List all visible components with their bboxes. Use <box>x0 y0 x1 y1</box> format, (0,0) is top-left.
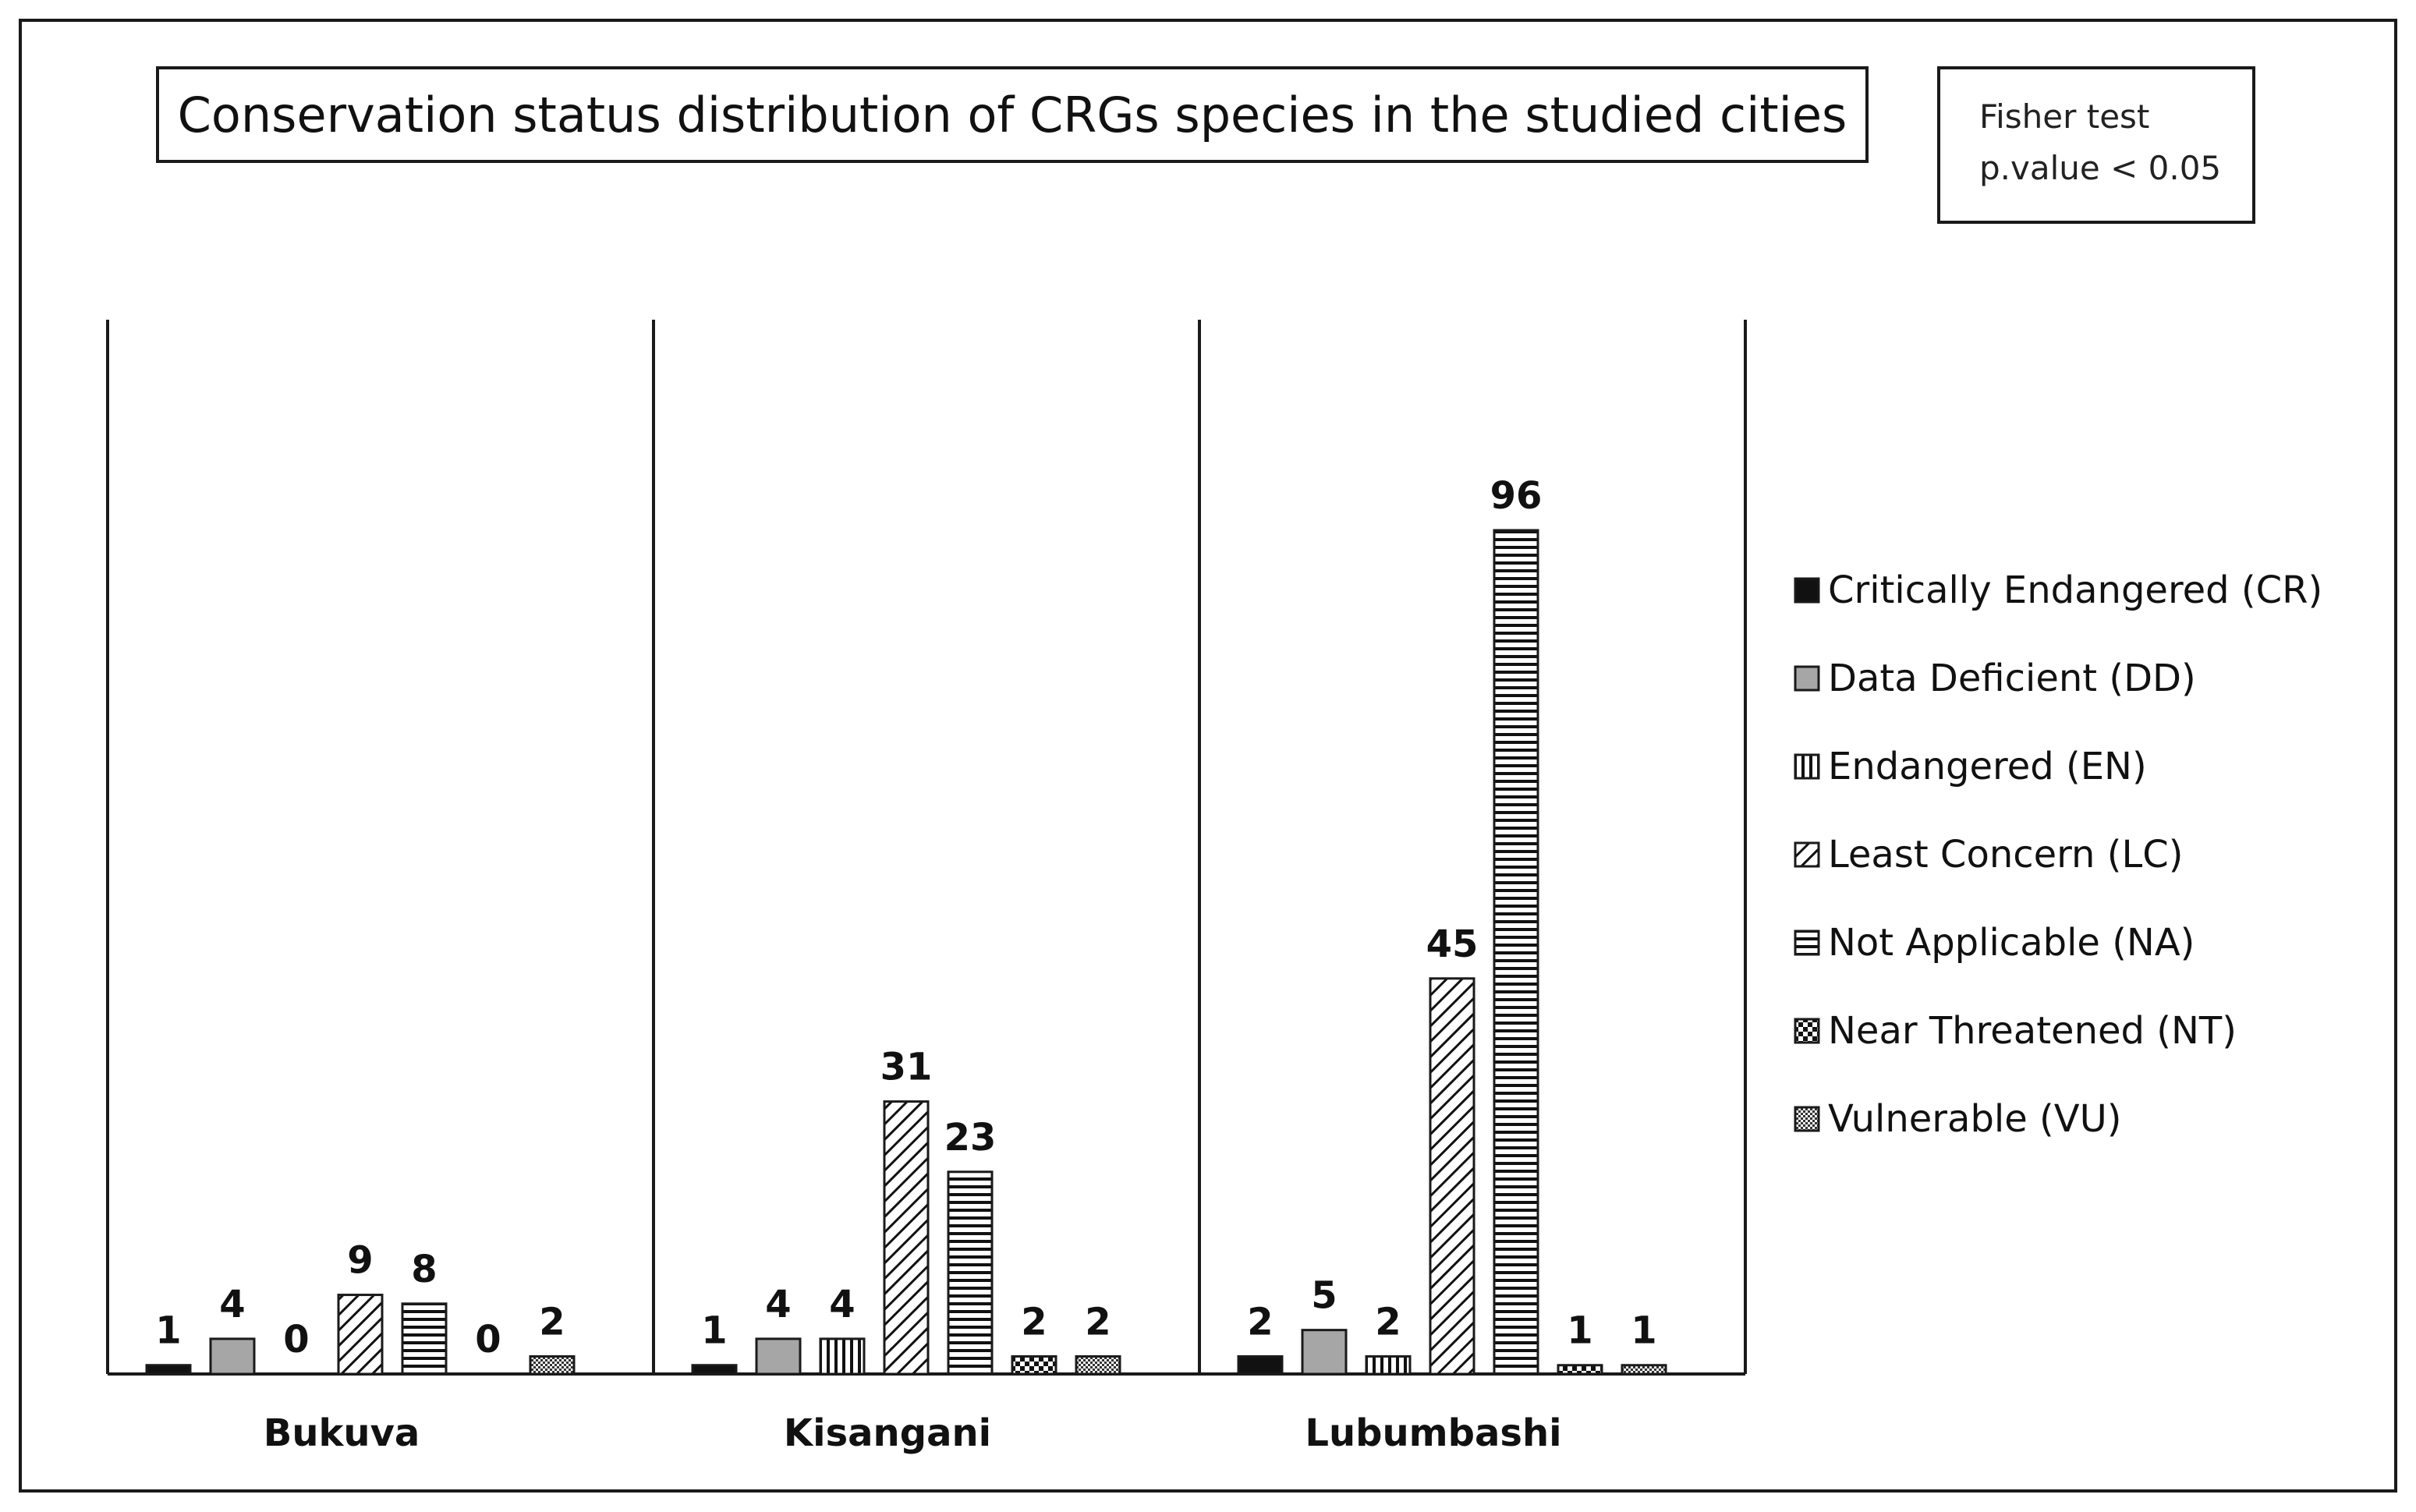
bar-lubumbashi-2 <box>1365 1354 1412 1376</box>
bar-lubumbashi-3 <box>1429 977 1475 1376</box>
chart-title: Conservation status distribution of CRGs… <box>177 86 1847 143</box>
legend-label: Vulnerable (VU) <box>1828 1096 2122 1141</box>
legend-label: Near Threatened (NT) <box>1828 1008 2237 1053</box>
data-label: 5 <box>1311 1274 1337 1318</box>
bar-lubumbashi-5 <box>1557 1364 1603 1376</box>
legend-item: Endangered (EN) <box>1794 722 2322 810</box>
legend-label: Endangered (EN) <box>1828 744 2147 788</box>
data-label: 96 <box>1490 474 1543 518</box>
bar-lubumbashi-4 <box>1493 529 1539 1376</box>
legend-label: Not Applicable (NA) <box>1828 920 2195 965</box>
legend-label: Data Deficient (DD) <box>1828 656 2196 700</box>
data-label: 2 <box>1021 1300 1047 1344</box>
data-label: 9 <box>347 1239 373 1283</box>
stat-annotation-line-1: Fisher test <box>1979 97 2150 136</box>
bars <box>145 529 1667 1376</box>
category-label-bukuva: Bukuva <box>264 1411 420 1455</box>
bar-kisangani-2 <box>819 1337 866 1376</box>
bar-lubumbashi-6 <box>1621 1364 1667 1376</box>
data-label: 4 <box>219 1283 245 1326</box>
bar-lubumbashi-1 <box>1301 1329 1348 1376</box>
data-label: 2 <box>539 1300 565 1344</box>
bar-kisangani-0 <box>691 1364 738 1376</box>
bar-kisangani-1 <box>755 1337 802 1376</box>
data-label: 0 <box>283 1318 309 1362</box>
bar-lubumbashi-0 <box>1237 1354 1284 1376</box>
stat-annotation-box: Fisher test p.value < 0.05 <box>1937 66 2255 224</box>
legend: Critically Endangered (CR) Data Deficient… <box>1794 546 2322 1163</box>
chart-title-box: Conservation status distribution of CRGs… <box>156 66 1869 163</box>
legend-item: Critically Endangered (CR) <box>1794 546 2322 634</box>
legend-swatch <box>1794 665 1820 691</box>
data-label: 23 <box>944 1116 997 1160</box>
bar-bukuva-1 <box>209 1337 256 1376</box>
legend-swatch <box>1794 841 1820 867</box>
bar-kisangani-3 <box>883 1100 930 1376</box>
data-label: 4 <box>765 1283 791 1326</box>
legend-label: Critically Endangered (CR) <box>1828 568 2323 612</box>
data-label: 31 <box>880 1046 933 1089</box>
legend-swatch <box>1794 1106 1820 1131</box>
data-label: 45 <box>1426 922 1479 966</box>
data-label: 1 <box>1631 1309 1656 1353</box>
data-label: 2 <box>1085 1300 1111 1344</box>
legend-item: Not Applicable (NA) <box>1794 898 2322 986</box>
bar-kisangani-5 <box>1011 1354 1057 1376</box>
data-label: 2 <box>1375 1300 1401 1344</box>
category-label-kisangani: Kisangani <box>784 1411 991 1455</box>
bar-kisangani-6 <box>1075 1354 1121 1376</box>
data-label: 8 <box>411 1248 437 1291</box>
bar-kisangani-4 <box>947 1170 994 1376</box>
data-label: 2 <box>1247 1300 1273 1344</box>
data-label: 1 <box>1567 1309 1592 1353</box>
legend-swatch <box>1794 753 1820 779</box>
legend-item: Data Deficient (DD) <box>1794 634 2322 722</box>
chart-frame <box>19 19 2397 1493</box>
data-label: 1 <box>701 1309 727 1353</box>
legend-swatch <box>1794 930 1820 955</box>
legend-item: Least Concern (LC) <box>1794 810 2322 898</box>
legend-item: Vulnerable (VU) <box>1794 1075 2322 1163</box>
bar-bukuva-4 <box>401 1302 448 1376</box>
data-label: 4 <box>829 1283 855 1326</box>
data-label: 1 <box>155 1309 181 1353</box>
category-label-lubumbashi: Lubumbashi <box>1305 1411 1561 1455</box>
bar-bukuva-6 <box>529 1354 576 1376</box>
legend-swatch <box>1794 577 1820 603</box>
legend-swatch <box>1794 1018 1820 1043</box>
legend-item: Near Threatened (NT) <box>1794 986 2322 1075</box>
stat-annotation-line-2: p.value < 0.05 <box>1979 149 2222 187</box>
bar-bukuva-0 <box>145 1364 192 1376</box>
data-label: 0 <box>475 1318 501 1362</box>
legend-label: Least Concern (LC) <box>1828 832 2184 876</box>
bar-bukuva-3 <box>337 1294 384 1376</box>
